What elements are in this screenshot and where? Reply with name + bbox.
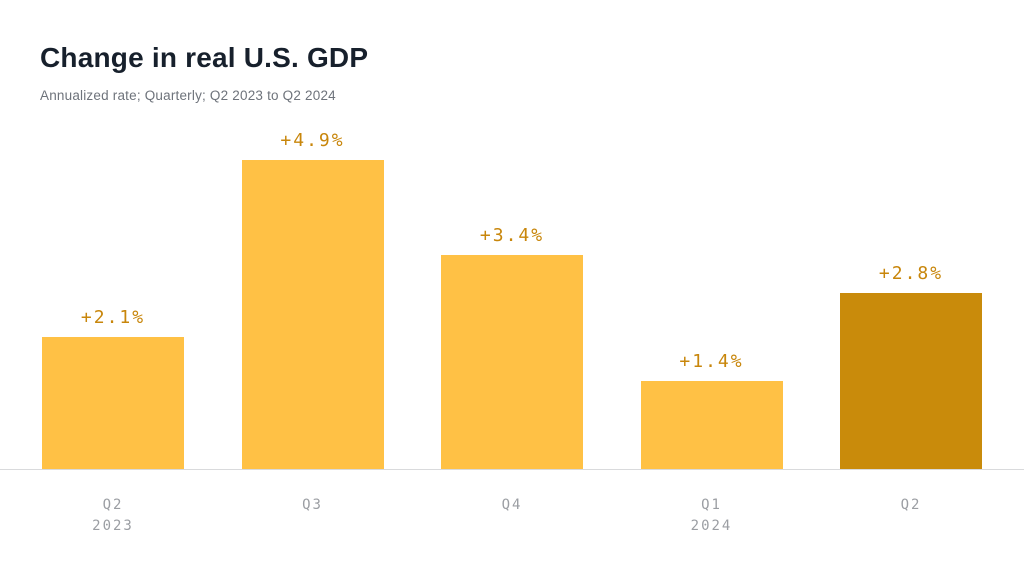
chart-subtitle: Annualized rate; Quarterly; Q2 2023 to Q… <box>40 88 336 103</box>
x-axis: Q2 2023 Q3 Q4 Q1 2024 Q2 <box>0 471 1024 537</box>
chart-header: Change in real U.S. GDP Annualized rate;… <box>40 42 984 103</box>
bar-value-label: +2.8% <box>878 263 944 284</box>
x-tick-quarter: Q2 <box>102 497 124 513</box>
bar-value-label: +4.9% <box>280 130 345 151</box>
bar-group: +4.9% <box>241 130 384 469</box>
x-tick-quarter: Q4 <box>501 497 523 513</box>
bar[interactable] <box>441 255 583 469</box>
bar-group: +2.1% <box>42 307 184 469</box>
x-tick-label: Q4 <box>441 471 583 537</box>
x-tick-year: 2024 <box>690 518 733 534</box>
x-tick-quarter: Q2 <box>900 497 922 513</box>
x-tick-quarter: Q1 <box>701 497 722 513</box>
plot-area: +2.1% +4.9% +3.4% +1.4% +2.8% <box>0 130 1024 470</box>
bar-group: +2.8% <box>840 263 982 469</box>
bar-group: +3.4% <box>441 225 583 469</box>
x-tick-quarter: Q3 <box>302 497 323 513</box>
bar[interactable] <box>840 293 982 469</box>
chart-title: Change in real U.S. GDP <box>40 42 369 73</box>
bar-value-label: +2.1% <box>80 307 146 328</box>
x-tick-year: 2023 <box>92 518 134 534</box>
x-tick-label: Q2 <box>840 471 982 537</box>
x-tick-label: Q2 2023 <box>42 471 184 537</box>
bar-value-label: +1.4% <box>679 351 744 372</box>
x-tick-label: Q3 <box>242 471 384 537</box>
bar[interactable] <box>241 160 384 469</box>
bar[interactable] <box>640 381 783 469</box>
x-tick-label: Q1 2024 <box>641 471 783 537</box>
bar-group: +1.4% <box>640 351 783 469</box>
bar-value-label: +3.4% <box>479 225 545 246</box>
bar[interactable] <box>42 337 184 469</box>
